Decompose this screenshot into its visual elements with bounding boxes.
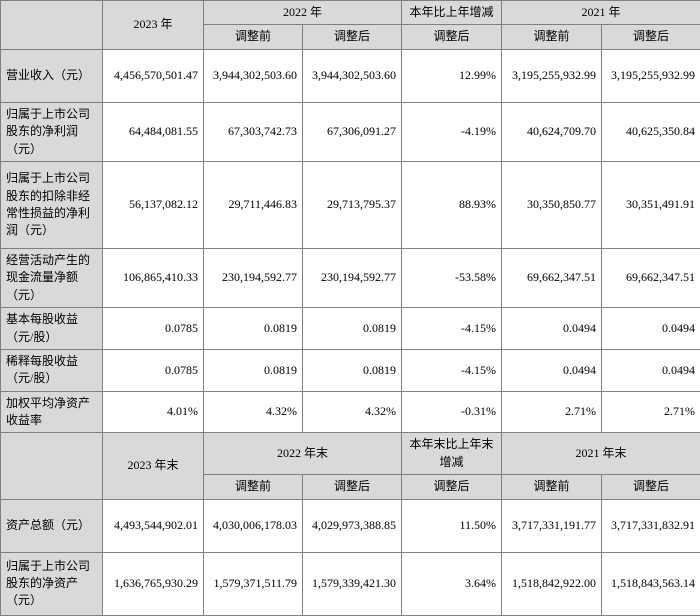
table_annual-row-label: 稀释每股收益（元/股） bbox=[1, 349, 103, 391]
table_annual-value-change: -0.31% bbox=[402, 391, 502, 433]
table_annual-value-2021-after: 69,662,347.51 bbox=[602, 248, 700, 307]
table_balance-value-change: 3.64% bbox=[402, 552, 502, 615]
table_balance-value-2023: 4,493,544,902.01 bbox=[103, 499, 204, 552]
table_annual-value-change: 12.99% bbox=[402, 49, 502, 102]
table_annual-value-change: 88.93% bbox=[402, 161, 502, 248]
table_annual-value-2022-after: 4.32% bbox=[303, 391, 402, 433]
table_annual-row-label: 营业收入（元） bbox=[1, 49, 103, 102]
table_annual-value-2021-before: 2.71% bbox=[502, 391, 602, 433]
table_annual-subheader-2021-before: 调整前 bbox=[502, 25, 602, 49]
table_annual-value-2023: 4,456,570,501.47 bbox=[103, 49, 204, 102]
table_annual-value-2023: 0.0785 bbox=[103, 349, 204, 391]
table_annual-value-2021-before: 69,662,347.51 bbox=[502, 248, 602, 307]
table_annual-subheader-2022-before: 调整前 bbox=[204, 25, 303, 49]
table_balance-value-2022-before: 4,030,006,178.03 bbox=[204, 499, 303, 552]
table_balance-header-col-2021: 2021 年末 bbox=[502, 433, 700, 475]
table_annual-value-2021-before: 0.0494 bbox=[502, 308, 602, 350]
table_annual-row-label: 归属于上市公司股东的扣除非经常性损益的净利润（元） bbox=[1, 161, 103, 248]
table_annual-value-2022-after: 3,944,302,503.60 bbox=[303, 49, 402, 102]
table_annual-row-label: 经营活动产生的现金流量净额（元） bbox=[1, 248, 103, 307]
table_annual-value-2021-before: 30,350,850.77 bbox=[502, 161, 602, 248]
table_balance-header-corner bbox=[1, 433, 103, 499]
table_balance-subheader-2022-after: 调整后 bbox=[303, 475, 402, 499]
table_annual-value-2021-after: 40,625,350.84 bbox=[602, 102, 700, 161]
table_balance-value-change: 11.50% bbox=[402, 499, 502, 552]
table_annual-header-col-2022: 2022 年 bbox=[204, 1, 402, 25]
table_annual-value-2022-before: 4.32% bbox=[204, 391, 303, 433]
table_annual-value-2023: 4.01% bbox=[103, 391, 204, 433]
table_annual-value-2022-after: 0.0819 bbox=[303, 349, 402, 391]
table_balance-value-2023: 1,636,765,930.29 bbox=[103, 552, 204, 615]
table_annual-value-2021-after: 3,195,255,932.99 bbox=[602, 49, 700, 102]
table_annual-value-2021-after: 30,351,491.91 bbox=[602, 161, 700, 248]
table_annual-value-2021-before: 40,624,709.70 bbox=[502, 102, 602, 161]
table_balance-value-2022-before: 1,579,371,511.79 bbox=[204, 552, 303, 615]
table_annual-subheader-2021-after: 调整后 bbox=[602, 25, 700, 49]
table_annual-value-2022-after: 230,194,592.77 bbox=[303, 248, 402, 307]
table_balance-value-2021-before: 1,518,842,922.00 bbox=[502, 552, 602, 615]
table_balance-subheader-2021-before: 调整前 bbox=[502, 475, 602, 499]
table_annual-header-col-2021: 2021 年 bbox=[502, 1, 700, 25]
table_annual-value-2022-before: 0.0819 bbox=[204, 308, 303, 350]
table_balance-row-label: 归属于上市公司股东的净资产（元） bbox=[1, 552, 103, 615]
table_annual-value-2022-before: 3,944,302,503.60 bbox=[204, 49, 303, 102]
table_annual-header-corner bbox=[1, 1, 103, 50]
table_annual-value-2022-before: 0.0819 bbox=[204, 349, 303, 391]
table_balance-header-col-2023: 2023 年末 bbox=[103, 433, 204, 499]
table_annual-value-2022-before: 29,711,446.83 bbox=[204, 161, 303, 248]
table_annual-value-2021-after: 0.0494 bbox=[602, 349, 700, 391]
table_annual-value-2023: 0.0785 bbox=[103, 308, 204, 350]
table_annual-header-col-2023: 2023 年 bbox=[103, 1, 204, 50]
table_balance-row-label: 资产总额（元） bbox=[1, 499, 103, 552]
table_annual-value-2022-before: 230,194,592.77 bbox=[204, 248, 303, 307]
table_annual-value-change: -4.15% bbox=[402, 349, 502, 391]
table_balance-subheader-2021-after: 调整后 bbox=[602, 475, 700, 499]
table_annual-value-2022-after: 0.0819 bbox=[303, 308, 402, 350]
table_balance-header-col-2022: 2022 年末 bbox=[204, 433, 402, 475]
table_annual-value-2023: 56,137,082.12 bbox=[103, 161, 204, 248]
table_annual-header-col-change: 本年比上年增减 bbox=[402, 1, 502, 25]
table_annual-row-label: 加权平均净资产收益率 bbox=[1, 391, 103, 433]
table_annual-value-2023: 64,484,081.55 bbox=[103, 102, 204, 161]
table_annual-value-2023: 106,865,410.33 bbox=[103, 248, 204, 307]
table_annual-value-2021-after: 0.0494 bbox=[602, 308, 700, 350]
table_annual-value-2021-after: 2.71% bbox=[602, 391, 700, 433]
table_annual-value-change: -53.58% bbox=[402, 248, 502, 307]
table_annual-row-label: 归属于上市公司股东的净利润（元） bbox=[1, 102, 103, 161]
table_annual-row-label: 基本每股收益（元/股） bbox=[1, 308, 103, 350]
table_balance-value-2022-after: 4,029,973,388.85 bbox=[303, 499, 402, 552]
table_balance-subheader-2022-before: 调整前 bbox=[204, 475, 303, 499]
table_annual-value-change: -4.19% bbox=[402, 102, 502, 161]
table_balance-value-2021-before: 3,717,331,191.77 bbox=[502, 499, 602, 552]
table_annual-subheader-change-after: 调整后 bbox=[402, 25, 502, 49]
table_annual-subheader-2022-after: 调整后 bbox=[303, 25, 402, 49]
table_annual-value-2021-before: 3,195,255,932.99 bbox=[502, 49, 602, 102]
table_balance-header-col-change: 本年末比上年末增减 bbox=[402, 433, 502, 475]
table_annual-value-2022-before: 67,303,742.73 bbox=[204, 102, 303, 161]
table_annual-value-change: -4.15% bbox=[402, 308, 502, 350]
table_balance-value-2021-after: 1,518,843,563.14 bbox=[602, 552, 700, 615]
table_balance-subheader-change-after: 调整后 bbox=[402, 475, 502, 499]
table_balance-value-2022-after: 1,579,339,421.30 bbox=[303, 552, 402, 615]
table_annual-value-2021-before: 0.0494 bbox=[502, 349, 602, 391]
table_annual-value-2022-after: 29,713,795.37 bbox=[303, 161, 402, 248]
table_annual-value-2022-after: 67,306,091.27 bbox=[303, 102, 402, 161]
table_balance-value-2021-after: 3,717,331,832.91 bbox=[602, 499, 700, 552]
